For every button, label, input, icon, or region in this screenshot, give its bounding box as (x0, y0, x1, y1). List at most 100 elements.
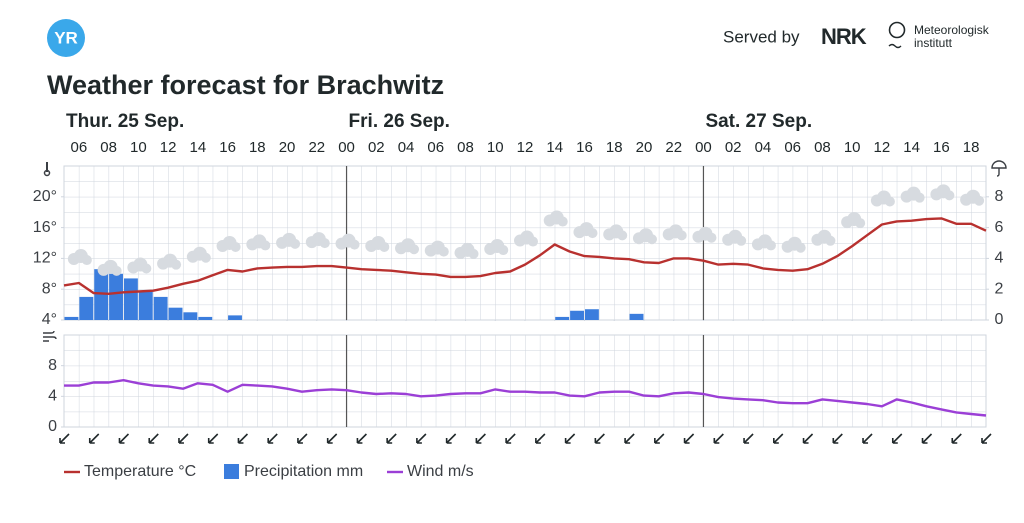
wind-arrow (326, 433, 338, 444)
x-tick-label: 08 (457, 139, 474, 156)
met-name: institutt (914, 36, 953, 50)
x-tick-label: 16 (576, 139, 593, 156)
precip-bar (198, 316, 213, 320)
weather-icon (305, 232, 330, 249)
weather-icon (900, 186, 925, 203)
cloud (646, 234, 657, 245)
y-tick-label: 4° (42, 311, 57, 328)
y-tick-label: 4 (48, 388, 57, 405)
weather-icon (841, 212, 866, 229)
cloud (944, 190, 955, 201)
x-tick-label: 02 (368, 139, 385, 156)
wind-arrow (564, 433, 576, 444)
precip-bar (123, 278, 138, 320)
y2-tick-label: 2 (995, 280, 1004, 297)
wind-arrow (416, 433, 427, 444)
title: Weather forecast for Brachwitz (47, 70, 444, 100)
cloud (855, 218, 866, 229)
day-label: Thur. 25 Sep. (66, 111, 184, 132)
wind-arrow (535, 433, 546, 444)
x-tick-label: 06 (427, 139, 444, 156)
wind-panel (63, 334, 987, 428)
weather-icon (930, 184, 955, 201)
cloud (468, 248, 479, 259)
met-name: Meteorologisk (914, 23, 990, 37)
weather-icon (127, 257, 152, 274)
y-tick-label: 8° (42, 280, 57, 297)
cloud (825, 235, 836, 246)
x-tick-label: 16 (933, 139, 950, 156)
cloud (319, 238, 330, 249)
x-tick-label: 12 (160, 139, 177, 156)
x-tick-label: 22 (665, 139, 682, 156)
x-tick-label: 12 (874, 139, 891, 156)
met-wave (888, 43, 902, 49)
cloud (349, 239, 360, 250)
weather-icon (97, 259, 122, 276)
cloud (884, 196, 895, 207)
weather-icon (186, 246, 211, 263)
served-by: Served by (723, 27, 800, 46)
y2-tick-label: 6 (995, 219, 1004, 236)
x-tick-label: 00 (695, 139, 712, 156)
cloud (111, 265, 122, 276)
x-tick-label: 12 (517, 139, 534, 156)
wind-arrow (773, 433, 784, 444)
wind-arrow (118, 433, 130, 444)
precip-bar (629, 313, 644, 320)
x-tick-label: 10 (844, 139, 861, 156)
cloud (974, 195, 985, 206)
cloud (676, 230, 687, 241)
thermometer-icon (43, 169, 51, 177)
wind-arrow (683, 433, 695, 444)
cloud (736, 235, 747, 246)
y-tick-label: 20° (33, 188, 57, 205)
logo-text: YR (54, 28, 78, 47)
weather-icon (365, 235, 390, 252)
wind-arrow (921, 433, 933, 444)
cloud (379, 241, 390, 252)
x-tick-label: 18 (963, 139, 980, 156)
y2-tick-label: 0 (995, 311, 1004, 328)
weather-icon (692, 226, 717, 243)
precip-bar (183, 312, 198, 320)
wind-arrow (386, 433, 397, 444)
wind-arrow (148, 433, 159, 444)
precip-bar (138, 290, 153, 320)
cloud (706, 232, 717, 243)
wind-arrow (832, 433, 843, 444)
cloud (795, 242, 806, 253)
weather-icon (514, 230, 538, 247)
wind-arrow (891, 433, 903, 444)
wind-arrow (237, 433, 249, 444)
weather-icon (960, 189, 985, 206)
legend-label[interactable]: Precipitation mm (244, 463, 363, 480)
cloud (290, 238, 301, 249)
wind-arrow (654, 433, 665, 444)
nrk-logo[interactable]: NRK (821, 24, 868, 49)
precip-bar (168, 307, 183, 320)
wind-arrow (981, 433, 992, 444)
wind-arrow (862, 433, 873, 444)
weather-icon (216, 235, 241, 252)
weather-icon (722, 229, 747, 246)
wind-arrow (624, 433, 635, 444)
x-tick-label: 04 (755, 139, 772, 156)
legend-label[interactable]: Temperature °C (84, 463, 196, 480)
wind-arrow (951, 433, 962, 444)
wind-arrow (743, 433, 754, 444)
cloud (141, 263, 152, 274)
precip-bar (555, 316, 570, 320)
x-tick-label: 20 (636, 139, 653, 156)
precip-bar (109, 273, 123, 320)
legend-label[interactable]: Wind m/s (407, 463, 474, 480)
weather-icon (543, 210, 568, 227)
x-tick-label: 18 (249, 139, 266, 156)
cloud (557, 216, 568, 227)
logo[interactable] (47, 19, 85, 57)
precip-bar (153, 296, 168, 320)
y-tick-label: 0 (48, 418, 57, 435)
wind-arrow (445, 433, 457, 444)
cloud (171, 259, 182, 270)
